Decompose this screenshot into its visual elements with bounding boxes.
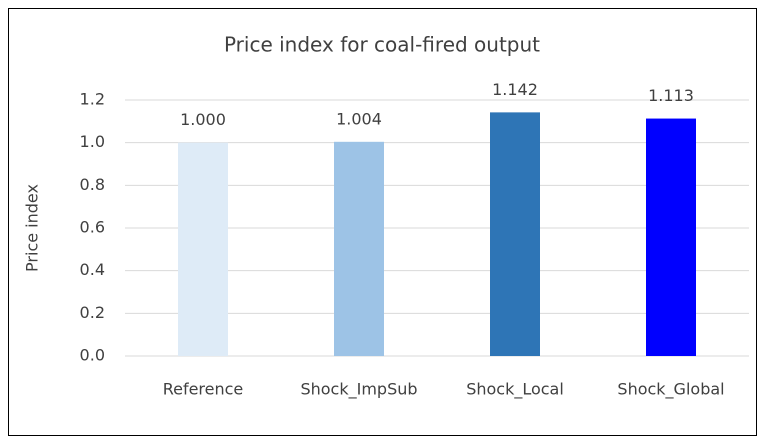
chart-title: Price index for coal-fired output: [224, 33, 540, 57]
y-tick-label: 0.4: [80, 260, 105, 279]
value-label: 1.000: [180, 110, 226, 129]
y-tick-label: 0.0: [80, 346, 105, 365]
x-tick-label: Reference: [163, 380, 244, 399]
y-tick-label: 1.0: [80, 132, 105, 151]
x-tick-label: Shock_Global: [617, 380, 724, 400]
y-axis-label: Price index: [23, 184, 42, 272]
value-label: 1.142: [492, 80, 538, 99]
x-tick-label: Shock_Local: [466, 380, 564, 400]
bar: [646, 118, 696, 356]
bar: [334, 141, 384, 356]
value-label: 1.004: [336, 109, 382, 128]
y-tick-label: 0.6: [80, 218, 105, 237]
x-tick-label: Shock_ImpSub: [300, 380, 417, 400]
y-tick-label: 1.2: [80, 90, 105, 109]
bar: [178, 142, 228, 356]
y-tick-label: 0.8: [80, 175, 105, 194]
bar: [490, 112, 540, 356]
y-tick-label: 0.2: [80, 303, 105, 322]
value-label: 1.113: [648, 86, 694, 105]
